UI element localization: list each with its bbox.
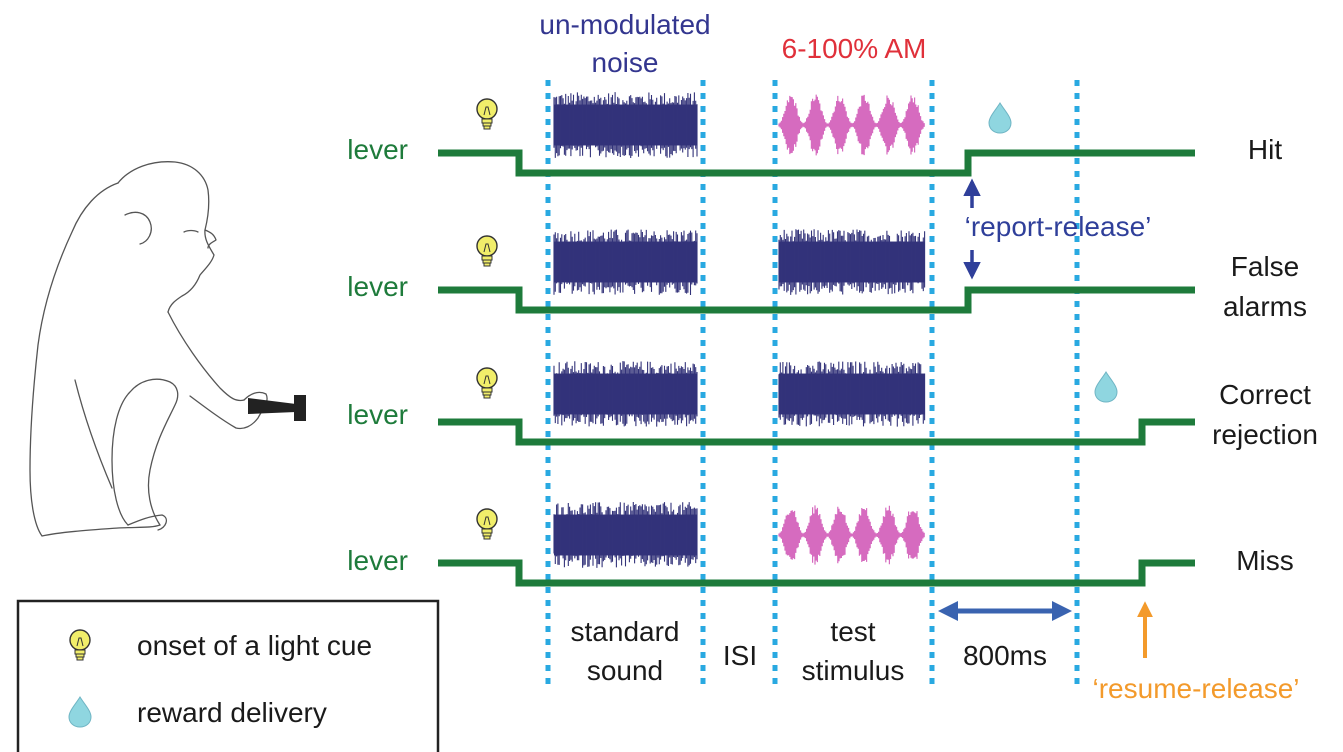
duration-label: 800ms bbox=[963, 640, 1047, 671]
light-bulb-icon bbox=[476, 508, 498, 540]
outcome-label: Correct bbox=[1219, 379, 1311, 410]
test-label-line2: stimulus bbox=[802, 655, 905, 686]
am-test-stimulus bbox=[778, 94, 925, 156]
noise-test-stimulus bbox=[778, 361, 926, 427]
outcome-label: False bbox=[1231, 251, 1299, 282]
am-label: 6-100% AM bbox=[782, 33, 927, 64]
lever-label: lever bbox=[347, 399, 408, 430]
standard-noise-burst bbox=[553, 229, 698, 295]
resume-release-label: ‘resume-release’ bbox=[1093, 673, 1300, 704]
water-drop-icon bbox=[988, 102, 1012, 134]
standard-label-line1: standard bbox=[571, 616, 680, 647]
timing-guides bbox=[545, 80, 1080, 690]
lever-trace bbox=[438, 149, 1195, 177]
standard-noise-burst bbox=[553, 502, 698, 568]
lever-label: lever bbox=[347, 134, 408, 165]
outcome-label: Hit bbox=[1248, 134, 1282, 165]
light-bulb-icon bbox=[476, 98, 498, 130]
monkey-illustration bbox=[29, 161, 268, 537]
lever-trace bbox=[438, 418, 1195, 446]
legend-box bbox=[16, 599, 440, 752]
trial-row: lever Miss bbox=[347, 502, 1294, 587]
light-bulb-icon bbox=[476, 367, 498, 399]
trial-row: lever False alarms bbox=[347, 229, 1307, 322]
report-release-annotation: ‘report-release’ bbox=[963, 178, 1152, 280]
lever-label: lever bbox=[347, 545, 408, 576]
trial-row: lever Correct rejection bbox=[347, 361, 1318, 450]
legend-label-reward: reward delivery bbox=[137, 697, 327, 728]
isi-label: ISI bbox=[723, 640, 757, 671]
outcome-label: alarms bbox=[1223, 291, 1307, 322]
lever-trace bbox=[438, 286, 1195, 314]
resume-release-annotation: ‘resume-release’ bbox=[1093, 601, 1300, 704]
noise-test-stimulus bbox=[778, 229, 926, 295]
noise-label-line2: noise bbox=[592, 47, 659, 78]
standard-noise-burst bbox=[553, 92, 698, 158]
test-label-line1: test bbox=[830, 616, 875, 647]
legend: onset of a light cue reward delivery bbox=[16, 599, 440, 752]
legend-label-light-cue: onset of a light cue bbox=[137, 630, 372, 661]
duration-annotation: 800ms bbox=[938, 601, 1072, 671]
lever-handle bbox=[248, 395, 306, 421]
trial-row: lever Hit bbox=[347, 92, 1282, 177]
water-drop-icon bbox=[1094, 371, 1118, 403]
trial-rows: lever Hit lever False alarms lever Correct reje… bbox=[347, 92, 1318, 587]
lever-label: lever bbox=[347, 271, 408, 302]
standard-label-line2: sound bbox=[587, 655, 663, 686]
outcome-label: Miss bbox=[1236, 545, 1294, 576]
outcome-label: rejection bbox=[1212, 419, 1318, 450]
am-test-stimulus bbox=[778, 505, 925, 565]
light-bulb-icon bbox=[476, 235, 498, 267]
lever-trace bbox=[438, 559, 1195, 587]
report-release-label: ‘report-release’ bbox=[965, 211, 1152, 242]
noise-label-line1: un-modulated bbox=[539, 9, 710, 40]
standard-noise-burst bbox=[553, 361, 698, 427]
